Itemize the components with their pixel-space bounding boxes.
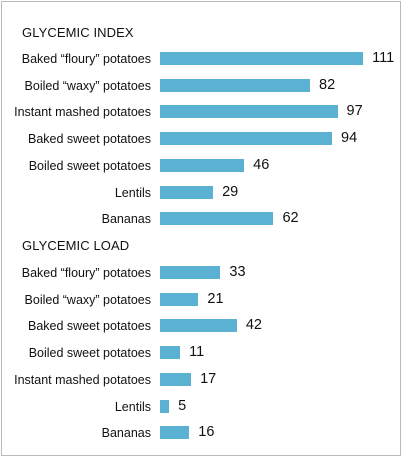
value-label: 5 [178,397,187,414]
category-label: Bananas [101,212,151,227]
category-label: Lentils [114,399,151,414]
value-label: 46 [253,156,270,173]
category-label: Baked sweet potatoes [28,319,151,334]
bar [160,78,311,92]
bar [160,346,181,360]
bar [160,185,214,199]
bar [160,372,192,386]
glycemic-index-title: GLYCEMIC INDEX [22,25,134,40]
value-label: 97 [346,103,363,120]
value-label: 21 [207,290,224,307]
category-label: Boiled “waxy” potatoes [24,78,151,93]
bar [160,132,333,146]
category-label: Baked sweet potatoes [28,132,151,147]
category-label: Baked “floury” potatoes [21,52,151,66]
bar [160,319,237,333]
value-label: 111 [372,50,395,66]
value-label: 42 [245,317,262,334]
bar [160,158,245,172]
category-label: Boiled “waxy” potatoes [24,292,151,307]
category-label: Lentils [114,185,151,200]
category-label: Baked “floury” potatoes [21,266,151,280]
category-label: Instant mashed potatoes [14,105,151,120]
value-label: 11 [189,344,205,361]
bar [160,292,199,306]
value-label: 16 [198,424,215,441]
value-label: 29 [222,183,239,200]
bar [160,426,190,440]
bar [160,105,338,119]
glycemic-load-title: GLYCEMIC LOAD [22,238,130,253]
value-label: 94 [341,130,358,147]
category-label: Boiled sweet potatoes [28,158,151,173]
bar [160,399,170,413]
value-label: 17 [200,370,217,387]
category-label: Instant mashed potatoes [14,372,151,387]
bar [160,52,364,65]
value-label: 33 [229,264,246,280]
value-label: 82 [319,76,336,93]
bar [160,266,221,279]
value-label: 62 [282,210,299,227]
category-label: Boiled sweet potatoes [28,346,151,361]
bar [160,212,274,226]
category-label: Bananas [101,426,151,441]
